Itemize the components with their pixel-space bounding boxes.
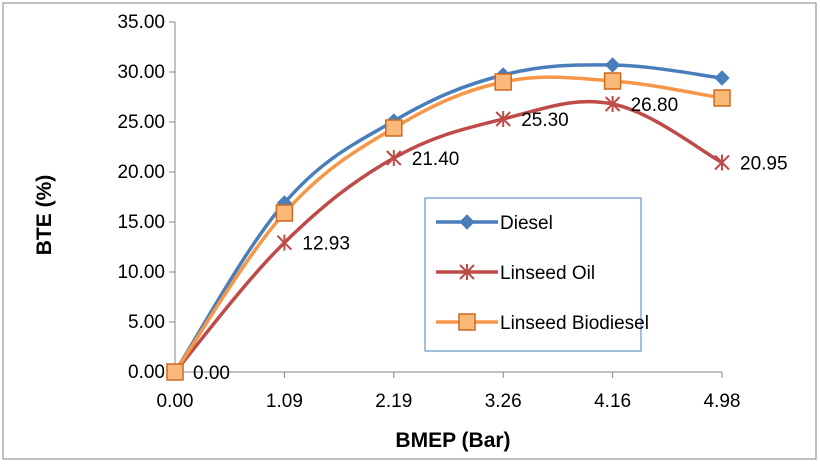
legend-marker [458, 313, 476, 331]
y-tick-label: 10.00 [117, 262, 165, 283]
legend-item: Linseed Biodiesel [436, 313, 649, 334]
x-axis-title: BMEP (Bar) [395, 429, 510, 452]
data-label: 25.30 [521, 110, 569, 131]
chart-border [2, 2, 817, 460]
y-tick-label: 30.00 [117, 62, 165, 83]
x-tick-label: 4.16 [594, 391, 631, 412]
y-tick-label: 20.00 [117, 162, 165, 183]
legend-item: Linseed Oil [436, 263, 595, 284]
y-tick-label: 15.00 [117, 212, 165, 233]
data-point [386, 150, 402, 166]
data-point [604, 57, 621, 73]
legend-label: Diesel [500, 213, 553, 234]
x-tick-label: 0.00 [157, 391, 194, 412]
axes: 0.00 5.00 10.00 15.00 20.00 25.00 30.00 35.00 0.… [117, 12, 740, 412]
data-point [276, 234, 293, 251]
data-labels: 0.00 12.93 21.40 25.30 26.80 20.95 [193, 95, 788, 384]
data-label: 12.93 [302, 234, 350, 255]
data-point [714, 70, 730, 86]
x-tick-label: 1.09 [266, 391, 303, 412]
data-point [603, 72, 622, 90]
series-line-linseed-oil [173, 99, 723, 374]
data-point [166, 363, 184, 381]
legend-marker [459, 264, 475, 280]
series-layer [166, 57, 731, 381]
data-label: 21.40 [412, 149, 460, 170]
y-tick-label: 5.00 [128, 312, 165, 333]
data-label: 20.95 [740, 154, 788, 175]
data-point [714, 154, 730, 171]
data-point [495, 111, 511, 127]
data-point [275, 204, 294, 222]
legend-label: Linseed Biodiesel [500, 313, 649, 334]
y-tick-label: 35.00 [117, 12, 165, 33]
data-point [604, 96, 621, 112]
legend-label: Linseed Oil [500, 263, 595, 284]
x-tick-label: 2.19 [375, 391, 412, 412]
data-label: 26.80 [631, 95, 679, 116]
x-tick-label: 4.98 [704, 391, 741, 412]
y-axis-title: BTE (%) [33, 175, 56, 256]
x-tick-label: 3.26 [485, 391, 522, 412]
data-point [494, 73, 512, 91]
legend-item: Diesel [436, 213, 553, 234]
y-tick-label: 0.00 [128, 362, 165, 383]
legend: Diesel Linseed Oil Linseed Biodiesel [424, 197, 649, 352]
legend-marker [459, 214, 475, 230]
data-point [713, 89, 731, 107]
y-tick-label: 25.00 [117, 112, 165, 133]
data-label: 0.00 [193, 363, 230, 384]
data-point [385, 119, 403, 137]
